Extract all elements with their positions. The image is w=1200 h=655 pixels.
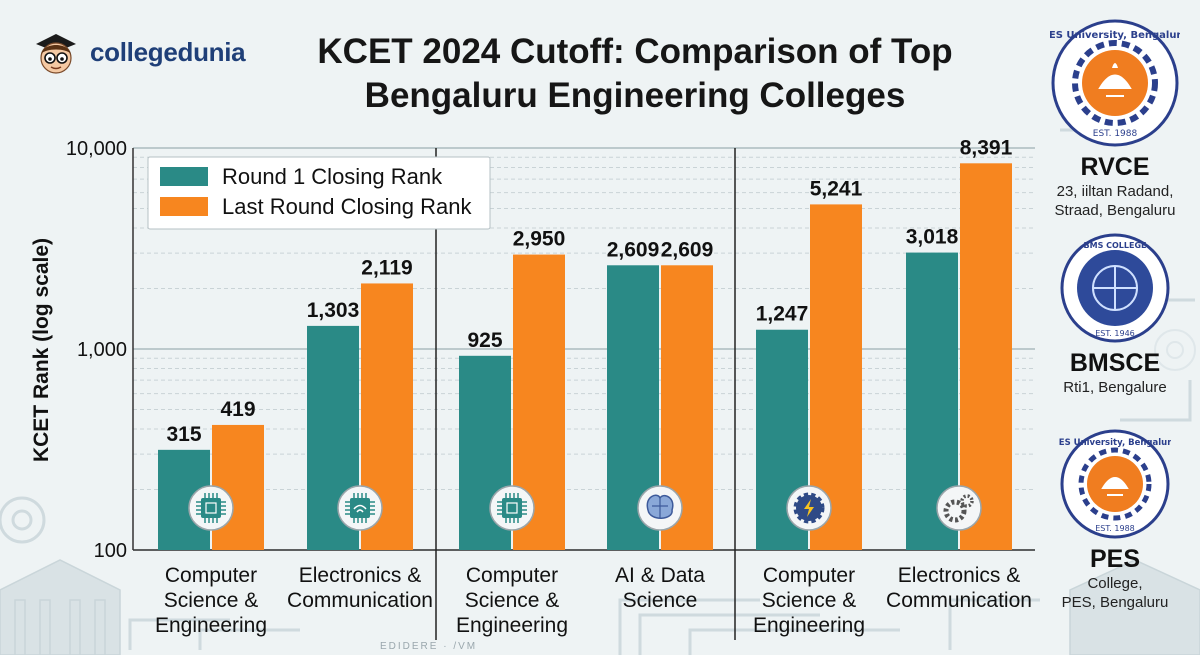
x-category-label: Electronics & [898,564,1021,587]
bar-last-round [960,163,1012,550]
brand-name: collegedunia [90,36,246,67]
svg-text:PES University, Bengaluru: PES University, Bengaluru [1059,438,1171,448]
x-category-label: Science & [762,589,857,612]
bar-value-label: 1,247 [756,303,809,326]
gear-large [943,499,967,523]
bar-value-label: 2,609 [661,238,714,261]
brain-circuit-icon [637,485,683,531]
college-name: RVCE [1080,153,1150,181]
chip-body [201,498,221,518]
brain-lines [652,498,668,518]
svg-text:BMS COLLEGE: BMS COLLEGE [1084,241,1147,250]
college-name: BMSCE [1069,349,1161,377]
legend-box [147,156,491,230]
chip-core [506,502,518,514]
bar-value-label: 2,119 [361,256,412,279]
college-address-line: College, [1087,575,1143,592]
college-panel-rvce: PES University, Bengaluru EST. 1988 RVCE… [1040,18,1190,220]
x-category-label: Communication [886,589,1032,612]
college-seal-icon: BMS COLLEGE EST. 1946 [1060,233,1170,343]
chip-core [205,502,217,514]
college-seal-icon: PES University, Bengaluru EST. 1988 [1042,19,1188,147]
college-address-line: 23, iiltan Radand, [1056,183,1174,200]
legend-label: Last Round Closing Rank [222,194,472,219]
x-category-label: Science [623,589,698,612]
brand-logo[interactable]: collegedunia [30,26,246,78]
college-address-line: Straad, Bengaluru [1054,202,1176,219]
svg-text:EST. 1946: EST. 1946 [1095,329,1135,338]
mascot-icon [36,34,76,74]
legend: Round 1 Closing Rank Last Round Closing R… [147,156,491,230]
gears-icon [936,485,982,531]
legend-swatch [160,167,208,186]
y-tick-label: 10,000 [66,138,127,160]
bar-value-label: 3,018 [906,226,959,249]
footer-text: EDIDERE · /VM [380,641,478,652]
x-category-label: Computer [763,564,855,587]
icon-badge [936,485,982,531]
x-category-label: Electronics & [299,564,422,587]
bar-value-label: 1,303 [307,299,360,322]
gear-bolt-icon [786,485,832,531]
college-name: PES [1089,545,1141,573]
bar-value-label: 5,241 [810,177,863,200]
cpu-chip-icon [489,485,535,531]
bolt-shape [804,499,814,517]
svg-text:PES University, Bengaluru: PES University, Bengaluru [1050,30,1180,41]
bar-value-label: 2,950 [513,228,566,251]
x-category-label: AI & Data [615,564,705,587]
bar-value-label: 8,391 [960,136,1013,159]
college-address-line: Rti1, Bengalure [1063,379,1167,396]
bar-value-label: 419 [220,398,255,421]
wifi-chip-icon [337,485,383,531]
cpu-chip-icon [188,485,234,531]
x-category-label: Engineering [753,614,865,637]
college-address-line: PES, Bengaluru [1061,594,1169,611]
chart-title: KCET 2024 Cutoff: Comparison of Top Beng… [317,32,953,115]
chip-body [350,498,370,518]
svg-text:EST. 1988: EST. 1988 [1093,129,1138,139]
college-panel-pes: PES University, Bengaluru EST. 1988 PES … [1045,428,1185,612]
chip-body [502,498,522,518]
bar-value-label: 2,609 [607,238,660,261]
x-category-label: Science & [164,589,259,612]
college-panel-bmsce: BMS COLLEGE EST. 1946 BMSCE Rti1, Bengal… [1045,232,1185,397]
x-category-label: Engineering [456,614,568,637]
x-category-label: Computer [466,564,558,587]
bar-value-label: 315 [166,423,201,446]
y-tick-label: 100 [94,540,127,562]
legend-label: Round 1 Closing Rank [222,164,443,189]
x-category-label: Communication [287,589,433,612]
svg-text:EST. 1988: EST. 1988 [1095,524,1135,533]
x-category-label: Engineering [155,614,267,637]
legend-swatch [160,197,208,216]
bar-value-label: 925 [467,329,502,352]
x-category-label: Science & [465,589,560,612]
y-tick-label: 1,000 [77,339,127,361]
wifi-waves [353,504,367,513]
college-seal-icon: PES University, Bengaluru EST. 1988 [1053,429,1177,539]
x-category-label: Computer [165,564,257,587]
gear-small [960,494,974,508]
